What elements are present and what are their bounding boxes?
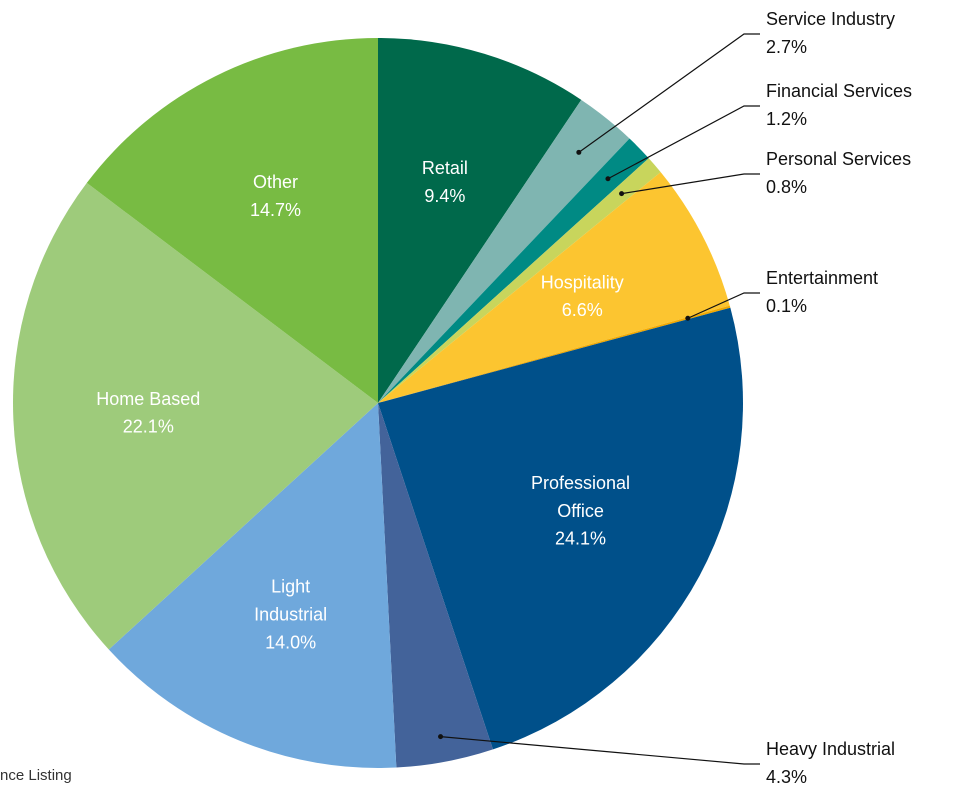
label-line: Hospitality [541, 272, 624, 292]
slice-label: Retail [422, 158, 468, 178]
slice-label: Home Based [96, 389, 200, 409]
slice-value: 24.1% [555, 529, 606, 549]
label-line: Professional [531, 473, 630, 493]
slice-value: 9.4% [424, 186, 465, 206]
pie-slice [378, 172, 730, 403]
slice-value: 0.1% [766, 296, 807, 316]
leader-line [687, 292, 760, 319]
pie-slice [378, 158, 661, 403]
label-line: Retail [422, 158, 468, 178]
slice-value: 14.7% [250, 200, 301, 220]
pie-slice [108, 403, 397, 769]
slice-value: 0.8% [766, 177, 807, 197]
slice-value: 1.2% [766, 109, 807, 129]
leader-line [607, 105, 760, 180]
label-line: Industrial [254, 604, 327, 624]
label-line: Light [271, 576, 310, 596]
pie-slice [378, 99, 630, 404]
label-line: Office [557, 501, 604, 521]
slice-value: 22.1% [123, 417, 174, 437]
leader-line [621, 173, 760, 195]
slice-label: Personal Services [766, 149, 911, 169]
leader-dot [605, 176, 611, 182]
source-note: nce Listing [0, 767, 72, 784]
leader-dot [685, 315, 691, 321]
slice-label: Financial Services [766, 81, 912, 101]
slice-label: Hospitality [541, 272, 624, 292]
pie-slice [378, 305, 731, 403]
slice-value: 14.0% [265, 632, 316, 652]
pie-slice [378, 38, 582, 403]
pie-slice [378, 307, 743, 750]
pie-slice [378, 138, 649, 404]
slice-label: Entertainment [766, 268, 878, 288]
slice-label: Heavy Industrial [766, 739, 895, 759]
pie-slice [86, 38, 379, 403]
label-line: Other [253, 172, 298, 192]
slice-label: Light Industrial [254, 576, 327, 624]
slice-value: 4.3% [766, 767, 807, 787]
slice-label: Other [253, 172, 298, 192]
slice-label: Professional Office [531, 473, 630, 521]
pie-slice [12, 182, 379, 650]
slice-label: Service Industry [766, 9, 895, 29]
pie-slice [378, 403, 493, 768]
label-line: Home Based [96, 389, 200, 409]
slice-value: 2.7% [766, 37, 807, 57]
slice-value: 6.6% [562, 300, 603, 320]
leader-dot [438, 734, 444, 740]
leader-line [440, 736, 760, 765]
leader-line [578, 33, 760, 153]
leader-dot [576, 149, 582, 155]
leader-dot [619, 191, 625, 197]
